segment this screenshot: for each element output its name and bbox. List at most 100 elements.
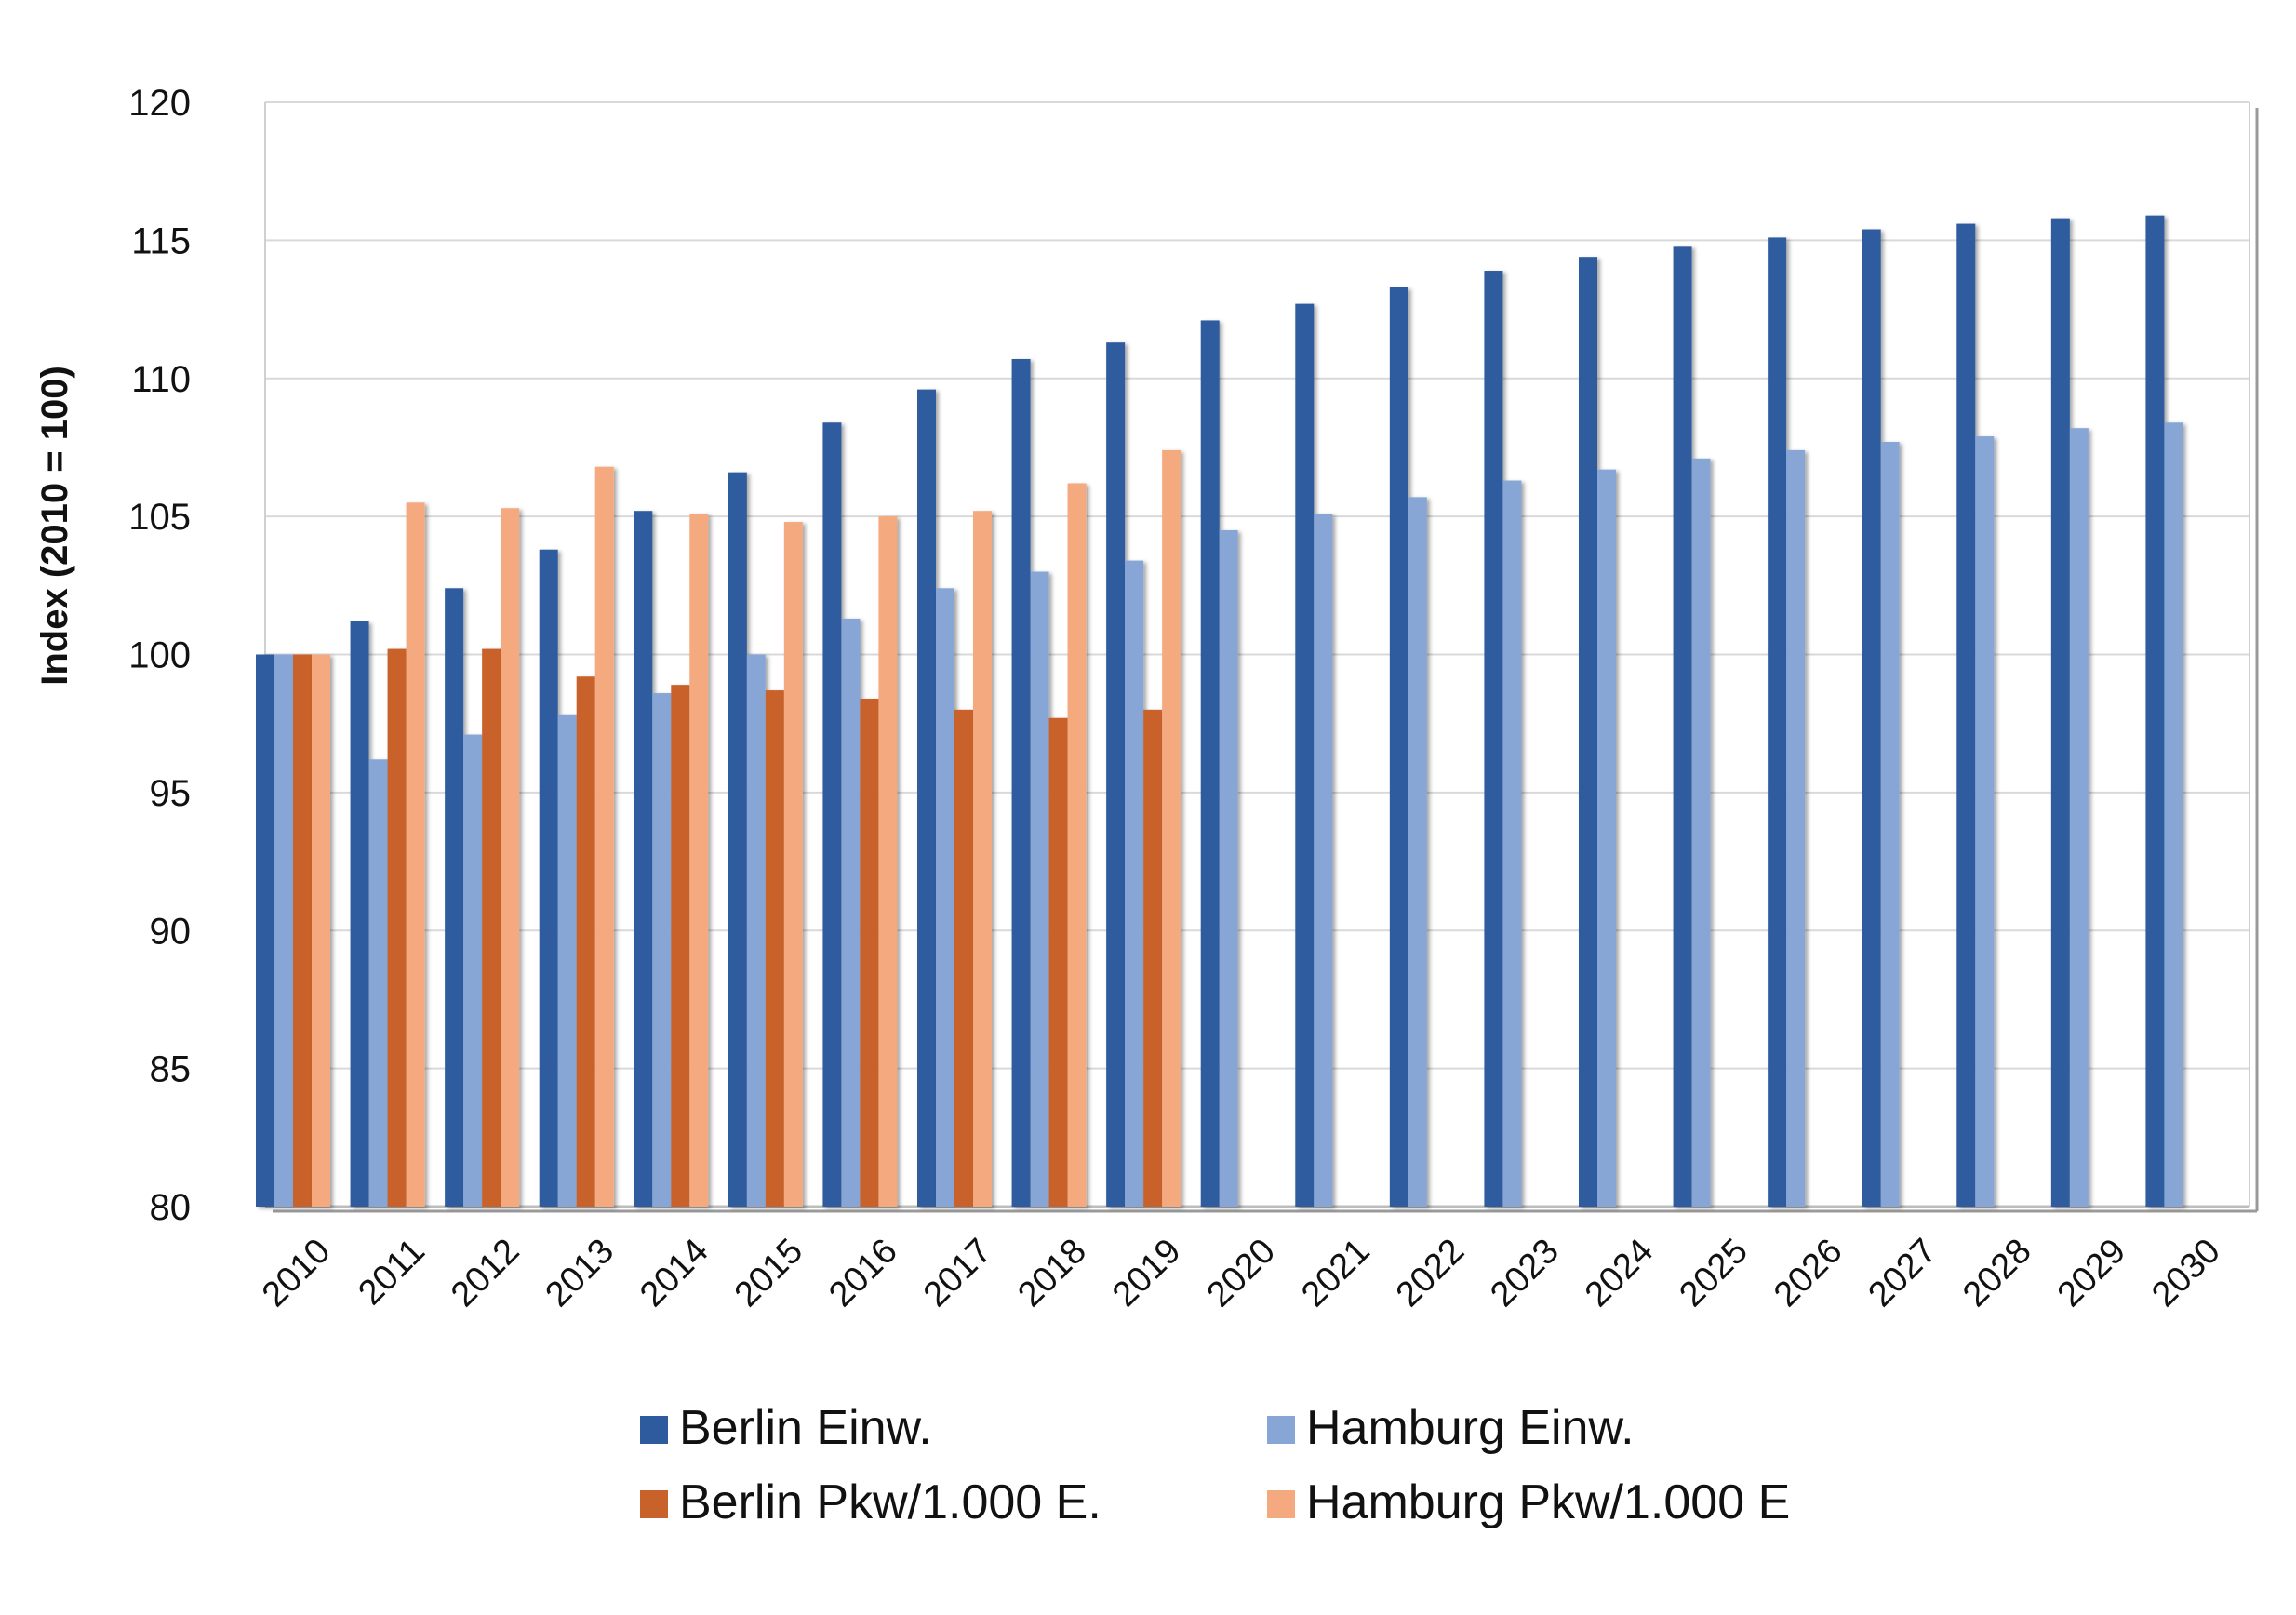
- bar-2012-s3: [501, 508, 520, 1207]
- bar-2030-s1: [2164, 422, 2183, 1208]
- bar-2018-s2: [1048, 717, 1068, 1207]
- bar-2029-s0: [2050, 218, 2070, 1207]
- legend-label-1: Hamburg Einw.: [1306, 1401, 1635, 1455]
- legend-label-3: Hamburg Pkw/1.000 E: [1306, 1475, 1790, 1529]
- bar-2014-s2: [671, 685, 690, 1207]
- x-tick-label: 2027: [1862, 1232, 1944, 1315]
- x-tick-label: 2017: [916, 1232, 999, 1315]
- y-tick-label: 105: [128, 497, 191, 538]
- x-tick-label: 2018: [1010, 1232, 1093, 1315]
- x-tick-label: 2022: [1389, 1232, 1472, 1315]
- bar-2012-s2: [482, 648, 501, 1207]
- bar-2019-s3: [1162, 449, 1181, 1207]
- x-tick-label: 2025: [1672, 1232, 1755, 1315]
- bar-2013-s2: [576, 676, 595, 1207]
- bar-2018-s1: [1030, 571, 1049, 1207]
- bar-2012-s1: [463, 734, 483, 1207]
- x-tick-label: 2030: [2144, 1232, 2227, 1315]
- y-axis: 80 85 90 95 100 105 110 115 120: [128, 83, 191, 1228]
- bar-2010-s1: [274, 654, 293, 1207]
- bar-2025-s0: [1673, 246, 1692, 1207]
- y-tick-label: 85: [150, 1049, 192, 1090]
- bar-2028-s1: [1975, 436, 1995, 1207]
- bar-2016-s2: [860, 698, 879, 1207]
- x-axis: 2010 2011 2012 2013 2014 2015 2016 2017 2018 2019…: [255, 1232, 2228, 1315]
- bar-2017-s2: [954, 709, 973, 1207]
- bar-2014-s3: [689, 514, 709, 1207]
- x-tick-label: 2028: [1956, 1232, 2038, 1315]
- bar-2011-s2: [387, 648, 407, 1207]
- x-tick-label: 2012: [444, 1232, 527, 1315]
- bar-2017-s1: [936, 588, 954, 1207]
- bar-2016-s3: [878, 516, 898, 1207]
- legend-swatch-3: [1267, 1490, 1295, 1518]
- bar-2013-s1: [557, 714, 577, 1207]
- bar-2028-s0: [1956, 223, 1976, 1207]
- x-tick-label: 2020: [1200, 1232, 1283, 1315]
- y-tick-label: 120: [128, 83, 191, 124]
- bar-2014-s1: [652, 693, 672, 1207]
- x-tick-label: 2013: [539, 1232, 621, 1315]
- legend-swatch-0: [640, 1416, 668, 1444]
- bar-2026-s1: [1786, 449, 1806, 1207]
- bar-2018-s3: [1067, 483, 1087, 1207]
- bar-2015-s3: [783, 522, 803, 1207]
- bars: [256, 215, 2183, 1208]
- bar-2014-s0: [634, 511, 653, 1207]
- x-tick-label: 2021: [1294, 1232, 1377, 1315]
- bar-2016-s1: [841, 618, 861, 1207]
- x-tick-label: 2011: [351, 1232, 432, 1313]
- bar-2019-s0: [1106, 342, 1126, 1207]
- x-tick-label: 2010: [255, 1232, 338, 1315]
- bar-2025-s1: [1691, 458, 1711, 1207]
- x-tick-label: 2026: [1767, 1232, 1849, 1315]
- legend-label-2: Berlin Pkw/1.000 E.: [679, 1475, 1101, 1529]
- bar-2027-s0: [1862, 229, 1881, 1207]
- bar-2019-s1: [1125, 560, 1144, 1207]
- bar-2024-s1: [1597, 469, 1616, 1207]
- x-tick-label: 2024: [1578, 1232, 1661, 1315]
- x-tick-label: 2029: [2050, 1232, 2133, 1315]
- x-tick-label: 2015: [728, 1232, 810, 1315]
- bar-2030-s0: [2145, 215, 2165, 1208]
- bar-2024-s0: [1579, 257, 1597, 1207]
- bar-2016-s0: [822, 422, 842, 1208]
- y-tick-label: 115: [131, 220, 191, 261]
- bar-2010-s3: [312, 654, 330, 1207]
- bar-2022-s1: [1408, 497, 1427, 1207]
- bar-2026-s0: [1768, 237, 1787, 1208]
- y-tick-label: 110: [131, 359, 191, 400]
- bar-2021-s1: [1314, 514, 1333, 1207]
- bar-2018-s0: [1011, 358, 1031, 1207]
- y-axis-label: Index (2010 = 100): [34, 366, 75, 686]
- x-tick-label: 2019: [1105, 1232, 1188, 1315]
- bar-2013-s0: [539, 549, 558, 1207]
- legend-swatch-1: [1267, 1416, 1295, 1444]
- legend: Berlin Einw. Hamburg Einw. Berlin Pkw/1.00…: [640, 1401, 1790, 1529]
- bar-2019-s2: [1143, 709, 1163, 1207]
- bar-2022-s0: [1389, 287, 1408, 1207]
- bar-2020-s1: [1219, 529, 1238, 1207]
- y-tick-label: 80: [150, 1187, 192, 1228]
- legend-swatch-2: [640, 1490, 668, 1518]
- bar-2027-s1: [1880, 442, 1900, 1207]
- bar-2020-s0: [1200, 320, 1220, 1207]
- x-tick-label: 2014: [633, 1232, 715, 1315]
- y-tick-label: 95: [150, 773, 192, 814]
- bar-2021-s0: [1295, 303, 1315, 1207]
- y-tick-label: 90: [150, 911, 192, 952]
- bar-2023-s1: [1502, 480, 1522, 1207]
- bar-2012-s0: [445, 588, 464, 1207]
- bar-2017-s0: [917, 389, 936, 1207]
- bar-2029-s1: [2069, 428, 2089, 1207]
- y-tick-label: 100: [128, 635, 191, 676]
- bar-2015-s2: [765, 690, 784, 1207]
- bar-2017-s3: [973, 511, 992, 1207]
- bar-2011-s3: [406, 502, 425, 1207]
- bar-2010-s2: [293, 654, 312, 1207]
- bar-2010-s0: [256, 654, 274, 1207]
- bar-2023-s0: [1484, 271, 1503, 1208]
- x-tick-label: 2016: [821, 1232, 904, 1315]
